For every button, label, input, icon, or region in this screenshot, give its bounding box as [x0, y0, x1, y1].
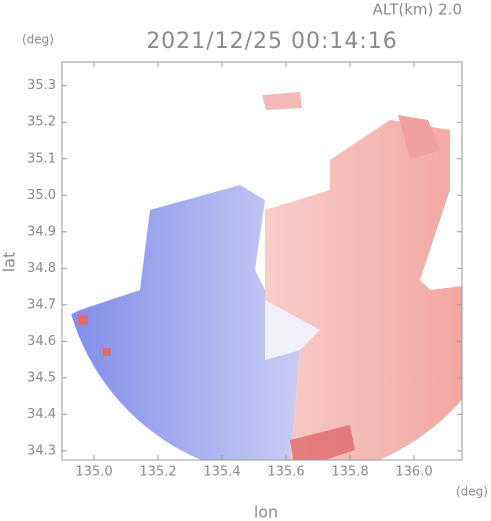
x-tick-label: 135.8 [331, 465, 368, 480]
y-tick-label: 34.4 [27, 407, 56, 422]
x-tick-label: 135.0 [75, 465, 112, 480]
y-tick-label: 35.3 [27, 78, 56, 93]
x-tick-label: 135.2 [139, 465, 176, 480]
y-tick-label: 34.3 [27, 443, 56, 458]
plot-frame [61, 61, 463, 461]
y-tick-label: 35.2 [27, 115, 56, 130]
y-tick-label: 35.0 [27, 188, 56, 203]
y-tick-label: 34.5 [27, 370, 56, 385]
y-tick-label: 35.1 [27, 151, 56, 166]
y-tick-label: 34.8 [27, 261, 56, 276]
x-axis-label: lon [254, 503, 278, 521]
x-tick-label: 136.0 [395, 465, 432, 480]
x-unit: (deg) [456, 485, 488, 499]
altitude-label: ALT(km) 2.0 [373, 1, 462, 19]
y-tick-label: 34.6 [27, 334, 56, 349]
y-unit: (deg) [22, 33, 54, 47]
chart-title: 2021/12/25 00:14:16 [146, 29, 398, 54]
radar-field [62, 92, 462, 460]
x-tick-label: 135.4 [203, 465, 240, 480]
y-tick-label: 34.9 [27, 224, 56, 239]
x-tick-label: 135.6 [267, 465, 304, 480]
y-axis-label: lat [0, 252, 19, 273]
y-tick-label: 34.7 [27, 297, 56, 312]
